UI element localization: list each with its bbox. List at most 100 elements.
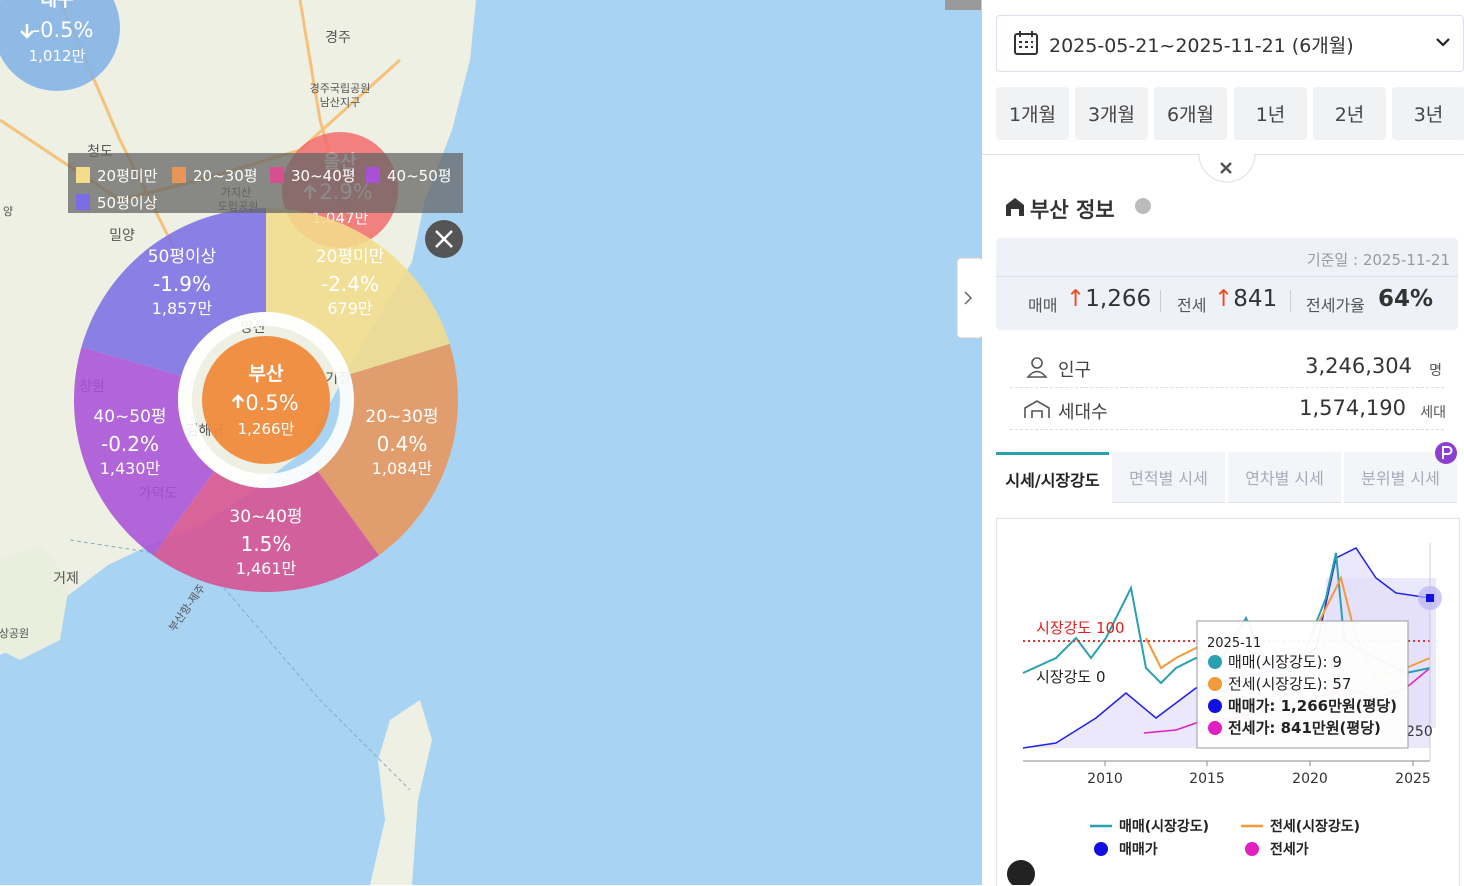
legend-swatch: [76, 167, 90, 183]
legend-swatch: [172, 167, 186, 183]
donut-segment: [317, 343, 458, 556]
x-tick-label: 2010: [1087, 771, 1123, 787]
segment-change: -0.2%: [101, 432, 159, 456]
legend-label: 전세(시장강도): [1270, 818, 1360, 835]
center-price: 1,266만: [238, 420, 295, 438]
stat-label: 전세가율: [1306, 296, 1365, 315]
center-name: 부산: [249, 363, 284, 385]
home-icon: [1006, 198, 1024, 216]
y-right-label: 250: [1406, 724, 1433, 740]
stat-label: 매매: [1028, 296, 1058, 315]
segment-name: 40~50평: [93, 407, 166, 427]
population-label: 인구: [1058, 360, 1092, 381]
market-0-label: 시장강도 0: [1036, 668, 1106, 686]
period-button[interactable]: 3개월: [1075, 87, 1148, 140]
market-100-label: 시장강도 100: [1036, 619, 1125, 637]
place-label: 남산지구: [320, 96, 360, 109]
population-unit: 명: [1429, 363, 1442, 379]
place-label: 경주국립공원: [310, 82, 371, 95]
legend: 20평미만 20~30평 30~40평 40~50평 50평이상: [68, 153, 463, 213]
segment-change: -1.9%: [153, 272, 211, 296]
x-tick-label: 2025: [1395, 771, 1431, 787]
donut-segment: [266, 208, 450, 375]
donut-segment: [81, 208, 267, 376]
legend-label: 50평이상: [97, 194, 158, 212]
market-chart: 시장강도 100 시장강도 0 250 2010 2015 2020 2025 202…: [1007, 543, 1442, 885]
place-label: 경주: [325, 30, 351, 46]
population-value: 3,246,304: [1305, 354, 1412, 378]
place-label: 밀양: [109, 228, 135, 244]
legend-label: 30~40평: [291, 167, 356, 185]
dropdown-icon: [1436, 38, 1450, 47]
section-title: 부산 정보: [1030, 198, 1115, 222]
tab[interactable]: 면적별 시세: [1112, 452, 1225, 503]
households-unit: 세대: [1420, 405, 1446, 421]
legend-swatch: [366, 167, 380, 183]
stat-label: 전세: [1177, 296, 1207, 315]
legend-label: 매매(시장강도): [1119, 818, 1209, 835]
tooltip-dot: [1208, 699, 1222, 713]
period-button[interactable]: 2년: [1313, 87, 1386, 140]
divider: [1010, 387, 1444, 388]
tooltip-dot: [1208, 655, 1222, 669]
map-control[interactable]: [945, 0, 981, 10]
house-icon: [1024, 400, 1050, 418]
period-button[interactable]: 6개월: [1154, 87, 1227, 140]
divider: [1010, 429, 1444, 430]
arrow-icon: [20, 24, 34, 39]
tooltip: [1196, 620, 1409, 749]
chart-legend: 매매(시장강도) 전세(시장강도) 매매가 전세가: [1090, 818, 1360, 858]
period-button[interactable]: 1년: [1234, 87, 1307, 140]
segment-name: 20평미만: [316, 247, 385, 267]
legend-box: [68, 153, 463, 213]
segment-price: 1,084만: [372, 459, 433, 478]
stat-value: ↑841: [1214, 286, 1278, 312]
logo: [1007, 860, 1035, 885]
place-label: 양: [3, 205, 13, 218]
place-label: 거제: [53, 571, 79, 587]
legend-label: 매매가: [1119, 842, 1158, 858]
date-range: 2025-05-21~2025-11-21 (6개월): [1049, 35, 1354, 57]
tab[interactable]: 분위별 시세: [1344, 452, 1457, 503]
x-ticks: 2010 2015 2020 2025: [1087, 761, 1431, 787]
segment-price: 1,461만: [236, 559, 297, 578]
summary-box: 기준일 : 2025-11-21 매매 ↑1,266 전세 ↑841 전세가율 …: [996, 238, 1458, 330]
segment-name: 30~40평: [229, 507, 302, 527]
tooltip-line: 매매(시장강도): 9: [1228, 653, 1342, 671]
close-button[interactable]: [425, 220, 463, 258]
calendar-icon: [1014, 31, 1038, 55]
collapse-button[interactable]: [1198, 150, 1256, 186]
stat-value: ↑1,266: [1066, 286, 1152, 312]
period-button[interactable]: 3년: [1392, 87, 1464, 140]
x-tick-label: 2020: [1292, 771, 1328, 787]
legend-label: 전세가: [1270, 841, 1309, 858]
ferry-route: [69, 539, 411, 791]
person-icon: [1026, 357, 1048, 378]
donut-segment: [153, 471, 379, 592]
segment-name: 50평이상: [148, 247, 217, 267]
point: [1426, 594, 1434, 602]
segment-change: 1.5%: [241, 532, 292, 556]
segment-change: -2.4%: [321, 272, 379, 296]
premium-badge[interactable]: [1434, 441, 1458, 465]
island: [0, 545, 70, 660]
stat-number: 1,266: [1085, 286, 1152, 312]
tab[interactable]: 연차별 시세: [1228, 452, 1341, 503]
panel-toggle[interactable]: [956, 257, 982, 339]
separator: [1290, 290, 1291, 312]
tab-active[interactable]: 시세/시장강도: [996, 452, 1109, 502]
separator: [1160, 290, 1161, 312]
chart-box: [996, 518, 1460, 886]
period-button[interactable]: 1개월: [996, 87, 1069, 140]
legend-dot: [1094, 842, 1108, 856]
segment-name: 20~30평: [365, 407, 438, 427]
donut-segment: [74, 347, 215, 556]
tooltip-line: 전세(시장강도): 57: [1228, 675, 1351, 693]
segment-change: 0.4%: [377, 432, 428, 456]
donut-hole-ring: [178, 312, 354, 488]
center-bubble: [202, 336, 330, 464]
island: [370, 700, 432, 885]
date-dropdown[interactable]: 2025-05-21~2025-11-21 (6개월): [996, 15, 1464, 72]
tooltip-lines: 매매(시장강도): 9 전세(시장강도): 57 매매가: 1,266만원(평당) 전…: [1208, 653, 1397, 737]
